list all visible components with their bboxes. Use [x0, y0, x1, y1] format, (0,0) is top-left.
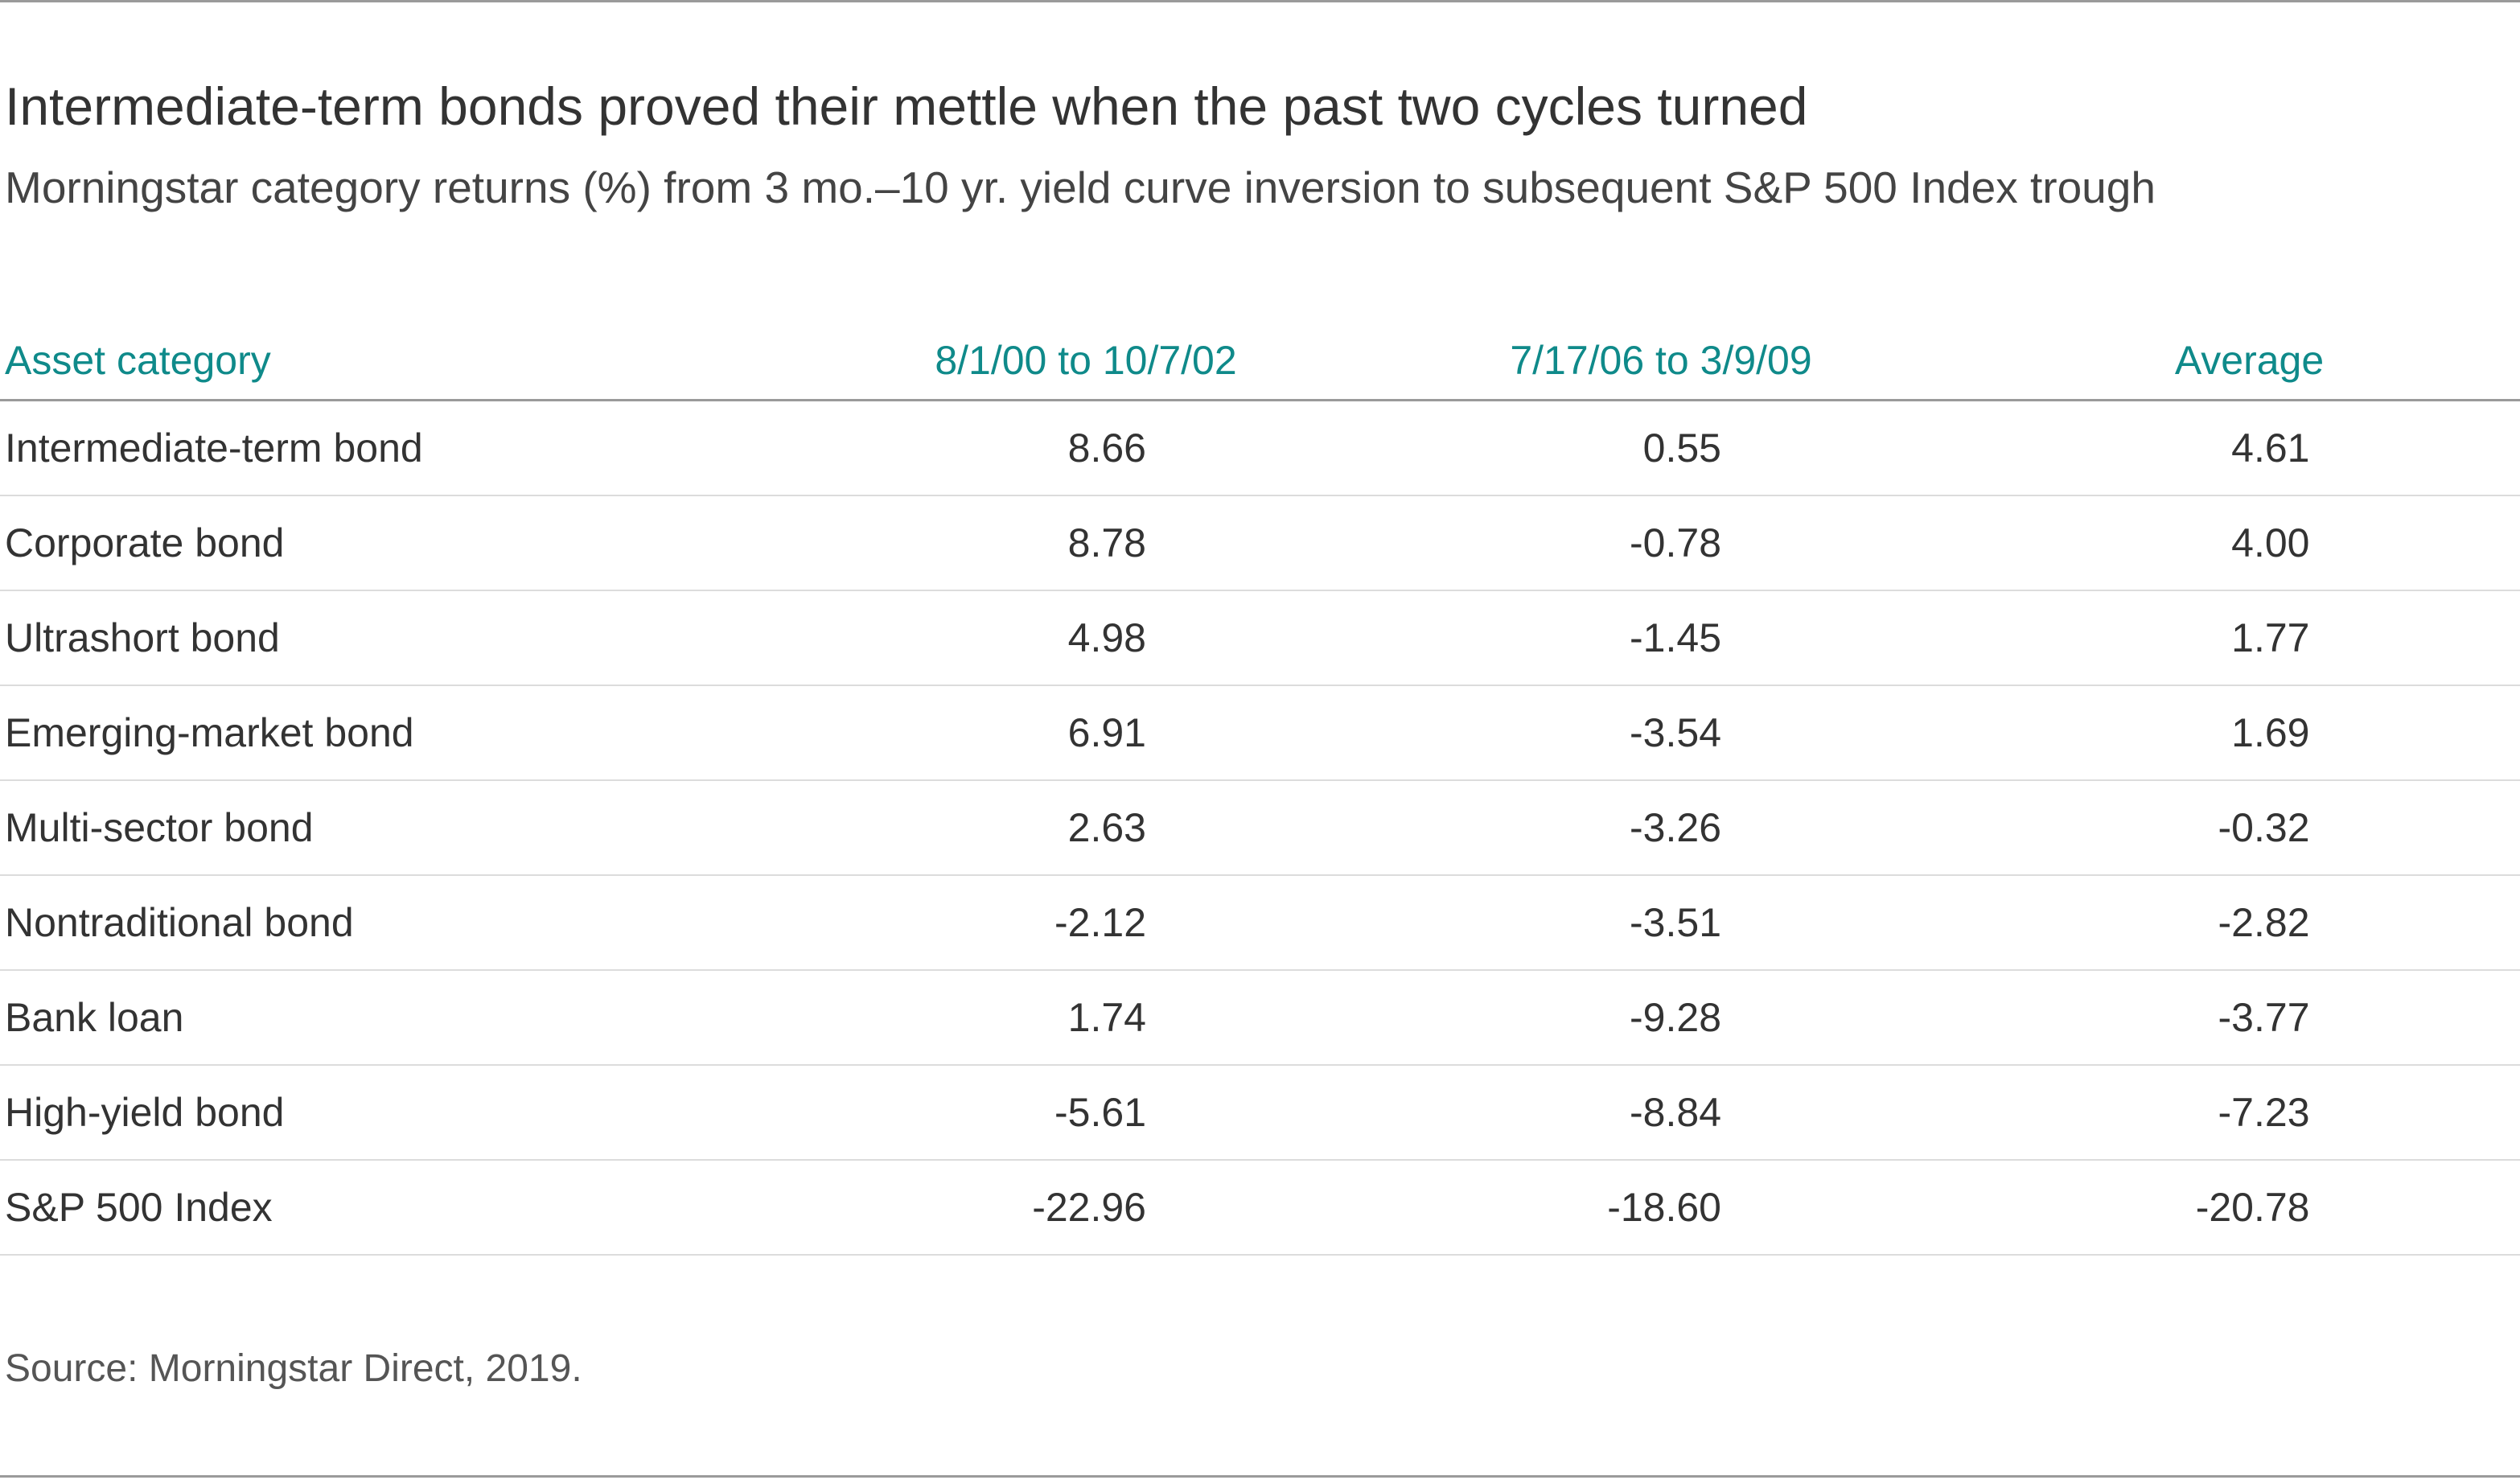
return-2006-2009-cell: -3.51: [1630, 900, 1721, 945]
return-2000-2002-cell: 2.63: [1067, 805, 1146, 850]
asset-category-cell: High-yield bond: [0, 1065, 828, 1161]
average-return-cell: 4.61: [2231, 426, 2310, 471]
return-2006-2009-cell-container: -3.51: [1343, 875, 1979, 971]
average-return-cell: 1.77: [2231, 615, 2310, 660]
top-rule: [0, 0, 2520, 2]
table-row: Ultrashort bond 4.98 -1.45 1.77: [0, 590, 2520, 686]
returns-table: Asset category 8/1/00 to 10/7/02 7/17/06…: [0, 322, 2520, 1256]
average-return-cell: 1.69: [2231, 710, 2310, 755]
return-2000-2002-cell: 8.78: [1067, 520, 1146, 565]
average-return-cell-container: 1.77: [1979, 590, 2520, 686]
return-2000-2002-cell-container: 2.63: [828, 780, 1343, 876]
table-header-row: Asset category 8/1/00 to 10/7/02 7/17/06…: [0, 322, 2520, 401]
table-row: Nontraditional bond -2.12 -3.51 -2.82: [0, 875, 2520, 971]
return-2006-2009-cell-container: -8.84: [1343, 1065, 1979, 1161]
chart-subtitle: Morningstar category returns (%) from 3 …: [5, 162, 2156, 212]
asset-category-cell: Nontraditional bond: [0, 875, 828, 971]
average-return-cell-container: -0.32: [1979, 780, 2520, 876]
return-2006-2009-cell: -9.28: [1630, 995, 1721, 1040]
return-2006-2009-cell: -0.78: [1630, 520, 1721, 565]
return-2006-2009-cell: -18.60: [1607, 1185, 1721, 1230]
return-2000-2002-cell-container: 1.74: [828, 970, 1343, 1066]
return-2000-2002-cell: -2.12: [1054, 900, 1146, 945]
return-2006-2009-cell-container: 0.55: [1343, 400, 1979, 496]
column-header-average: Average: [1979, 322, 2520, 401]
return-2006-2009-cell-container: -1.45: [1343, 590, 1979, 686]
table-row: Emerging-market bond 6.91 -3.54 1.69: [0, 685, 2520, 781]
asset-category-cell: S&P 500 Index: [0, 1160, 828, 1256]
average-return-cell-container: -2.82: [1979, 875, 2520, 971]
average-return-cell-container: 1.69: [1979, 685, 2520, 781]
average-return-cell: -7.23: [2218, 1090, 2310, 1135]
return-2000-2002-cell: 4.98: [1067, 615, 1146, 660]
average-return-cell: -2.82: [2218, 900, 2310, 945]
return-2000-2002-cell-container: 8.66: [828, 400, 1343, 496]
return-2000-2002-cell: 1.74: [1067, 995, 1146, 1040]
return-2000-2002-cell: -5.61: [1054, 1090, 1146, 1135]
column-header-asset-category: Asset category: [0, 322, 828, 401]
asset-category-cell: Ultrashort bond: [0, 590, 828, 686]
table-row: Corporate bond 8.78 -0.78 4.00: [0, 495, 2520, 591]
return-2006-2009-cell: 0.55: [1642, 426, 1721, 471]
return-2000-2002-cell-container: 4.98: [828, 590, 1343, 686]
return-2000-2002-cell-container: -22.96: [828, 1160, 1343, 1256]
return-2006-2009-cell-container: -3.54: [1343, 685, 1979, 781]
return-2000-2002-cell-container: 6.91: [828, 685, 1343, 781]
column-header-period-2006-2009: 7/17/06 to 3/9/09: [1343, 322, 1979, 401]
average-return-cell: -3.77: [2218, 995, 2310, 1040]
table-row: Bank loan 1.74 -9.28 -3.77: [0, 970, 2520, 1066]
return-2000-2002-cell: 8.66: [1067, 426, 1146, 471]
return-2000-2002-cell-container: 8.78: [828, 495, 1343, 591]
return-2000-2002-cell: 6.91: [1067, 710, 1146, 755]
average-return-cell-container: 4.61: [1979, 400, 2520, 496]
return-2000-2002-cell-container: -5.61: [828, 1065, 1343, 1161]
table-row: Intermediate-term bond 8.66 0.55 4.61: [0, 400, 2520, 496]
return-2006-2009-cell-container: -0.78: [1343, 495, 1979, 591]
bottom-rule: [0, 1475, 2520, 1478]
return-2000-2002-cell-container: -2.12: [828, 875, 1343, 971]
return-2006-2009-cell: -3.54: [1630, 710, 1721, 755]
average-return-cell: 4.00: [2231, 520, 2310, 565]
asset-category-cell: Intermediate-term bond: [0, 400, 828, 496]
return-2006-2009-cell-container: -18.60: [1343, 1160, 1979, 1256]
return-2006-2009-cell-container: -3.26: [1343, 780, 1979, 876]
column-header-period-2000-2002: 8/1/00 to 10/7/02: [828, 322, 1343, 401]
asset-category-cell: Corporate bond: [0, 495, 828, 591]
return-2000-2002-cell: -22.96: [1032, 1185, 1146, 1230]
chart-title: Intermediate-term bonds proved their met…: [5, 76, 1808, 136]
return-2006-2009-cell-container: -9.28: [1343, 970, 1979, 1066]
asset-category-cell: Emerging-market bond: [0, 685, 828, 781]
return-2006-2009-cell: -8.84: [1630, 1090, 1721, 1135]
table-row: S&P 500 Index -22.96 -18.60 -20.78: [0, 1160, 2520, 1256]
asset-category-cell: Multi-sector bond: [0, 780, 828, 876]
average-return-cell: -20.78: [2195, 1185, 2310, 1230]
average-return-cell-container: 4.00: [1979, 495, 2520, 591]
return-2006-2009-cell: -1.45: [1630, 615, 1721, 660]
asset-category-cell: Bank loan: [0, 970, 828, 1066]
table-row: Multi-sector bond 2.63 -3.26 -0.32: [0, 780, 2520, 876]
average-return-cell-container: -3.77: [1979, 970, 2520, 1066]
average-return-cell: -0.32: [2218, 805, 2310, 850]
table-body: Intermediate-term bond 8.66 0.55 4.61 Corpor…: [0, 400, 2520, 1256]
average-return-cell-container: -7.23: [1979, 1065, 2520, 1161]
return-2006-2009-cell: -3.26: [1630, 805, 1721, 850]
average-return-cell-container: -20.78: [1979, 1160, 2520, 1256]
table-row: High-yield bond -5.61 -8.84 -7.23: [0, 1065, 2520, 1161]
source-note: Source: Morningstar Direct, 2019.: [5, 1347, 582, 1390]
